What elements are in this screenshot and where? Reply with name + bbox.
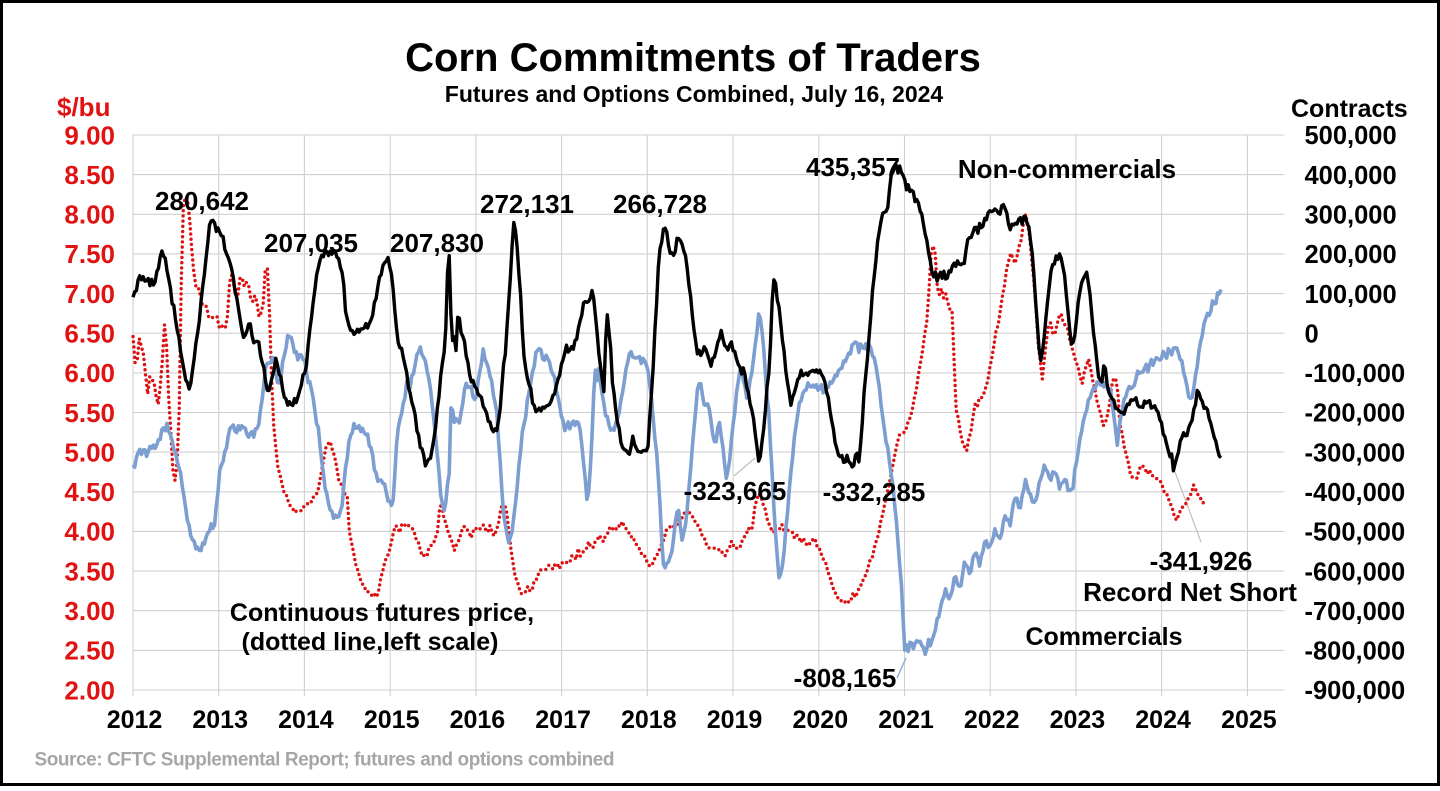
svg-text:8.50: 8.50 bbox=[64, 160, 115, 190]
svg-text:2022: 2022 bbox=[964, 706, 1020, 734]
svg-text:-808,165: -808,165 bbox=[794, 663, 897, 693]
svg-text:2016: 2016 bbox=[450, 706, 506, 734]
svg-text:8.00: 8.00 bbox=[64, 200, 115, 230]
svg-text:2023: 2023 bbox=[1050, 706, 1106, 734]
svg-text:2.50: 2.50 bbox=[64, 636, 115, 666]
svg-text:(dotted line,left scale): (dotted line,left scale) bbox=[242, 628, 499, 656]
svg-text:-200,000: -200,000 bbox=[1305, 400, 1406, 428]
svg-text:207,830: 207,830 bbox=[390, 228, 484, 258]
svg-text:400,000: 400,000 bbox=[1305, 162, 1397, 190]
svg-text:-341,926: -341,926 bbox=[1150, 546, 1253, 576]
svg-text:2024: 2024 bbox=[1135, 706, 1191, 734]
svg-text:-300,000: -300,000 bbox=[1305, 439, 1406, 467]
svg-text:500,000: 500,000 bbox=[1305, 122, 1397, 150]
svg-text:6.50: 6.50 bbox=[64, 319, 115, 349]
svg-text:2014: 2014 bbox=[278, 706, 334, 734]
svg-text:4.50: 4.50 bbox=[64, 477, 115, 507]
svg-text:2013: 2013 bbox=[192, 706, 248, 734]
svg-text:Source: CFTC Supplemental Repo: Source: CFTC Supplemental Report; future… bbox=[35, 750, 615, 771]
svg-text:5.50: 5.50 bbox=[64, 398, 115, 428]
svg-text:Continuous futures price,: Continuous futures price, bbox=[230, 599, 534, 627]
svg-text:2019: 2019 bbox=[707, 706, 763, 734]
svg-text:-323,665: -323,665 bbox=[684, 476, 787, 506]
svg-text:-500,000: -500,000 bbox=[1305, 519, 1406, 547]
svg-text:-800,000: -800,000 bbox=[1305, 638, 1406, 666]
svg-text:435,357: 435,357 bbox=[806, 152, 900, 182]
svg-text:5.00: 5.00 bbox=[64, 437, 115, 467]
svg-text:2015: 2015 bbox=[364, 706, 420, 734]
svg-text:Corn Commitments of Traders: Corn Commitments of Traders bbox=[405, 36, 981, 80]
svg-text:3.50: 3.50 bbox=[64, 556, 115, 586]
svg-text:Record Net Short: Record Net Short bbox=[1083, 577, 1297, 607]
svg-text:Commercials: Commercials bbox=[1025, 623, 1182, 651]
svg-text:7.50: 7.50 bbox=[64, 239, 115, 269]
svg-text:2017: 2017 bbox=[535, 706, 591, 734]
svg-text:Futures and Options Combined,: Futures and Options Combined, July 16, 2… bbox=[445, 81, 944, 107]
svg-text:6.00: 6.00 bbox=[64, 358, 115, 388]
svg-text:2012: 2012 bbox=[107, 706, 163, 734]
svg-text:200,000: 200,000 bbox=[1305, 241, 1397, 269]
svg-text:Contracts: Contracts bbox=[1291, 95, 1408, 123]
svg-text:0: 0 bbox=[1305, 320, 1319, 348]
svg-text:100,000: 100,000 bbox=[1305, 281, 1397, 309]
svg-text:-900,000: -900,000 bbox=[1305, 677, 1406, 705]
svg-text:280,642: 280,642 bbox=[155, 186, 249, 216]
svg-text:4.00: 4.00 bbox=[64, 517, 115, 547]
svg-text:-400,000: -400,000 bbox=[1305, 479, 1406, 507]
svg-text:207,035: 207,035 bbox=[264, 228, 358, 258]
svg-text:2025: 2025 bbox=[1221, 706, 1277, 734]
svg-text:-700,000: -700,000 bbox=[1305, 598, 1406, 626]
svg-text:300,000: 300,000 bbox=[1305, 202, 1397, 230]
svg-text:-332,285: -332,285 bbox=[823, 477, 926, 507]
svg-text:7.00: 7.00 bbox=[64, 279, 115, 309]
svg-text:266,728: 266,728 bbox=[613, 189, 707, 219]
svg-text:2020: 2020 bbox=[792, 706, 848, 734]
svg-text:-600,000: -600,000 bbox=[1305, 558, 1406, 586]
svg-text:2018: 2018 bbox=[621, 706, 677, 734]
svg-text:$/bu: $/bu bbox=[57, 92, 110, 122]
svg-text:-100,000: -100,000 bbox=[1305, 360, 1406, 388]
svg-text:Non-commercials: Non-commercials bbox=[958, 154, 1176, 184]
svg-text:9.00: 9.00 bbox=[64, 120, 115, 150]
svg-text:2.00: 2.00 bbox=[64, 675, 115, 705]
svg-text:3.00: 3.00 bbox=[64, 596, 115, 626]
svg-text:272,131: 272,131 bbox=[480, 189, 574, 219]
svg-text:2021: 2021 bbox=[878, 706, 934, 734]
